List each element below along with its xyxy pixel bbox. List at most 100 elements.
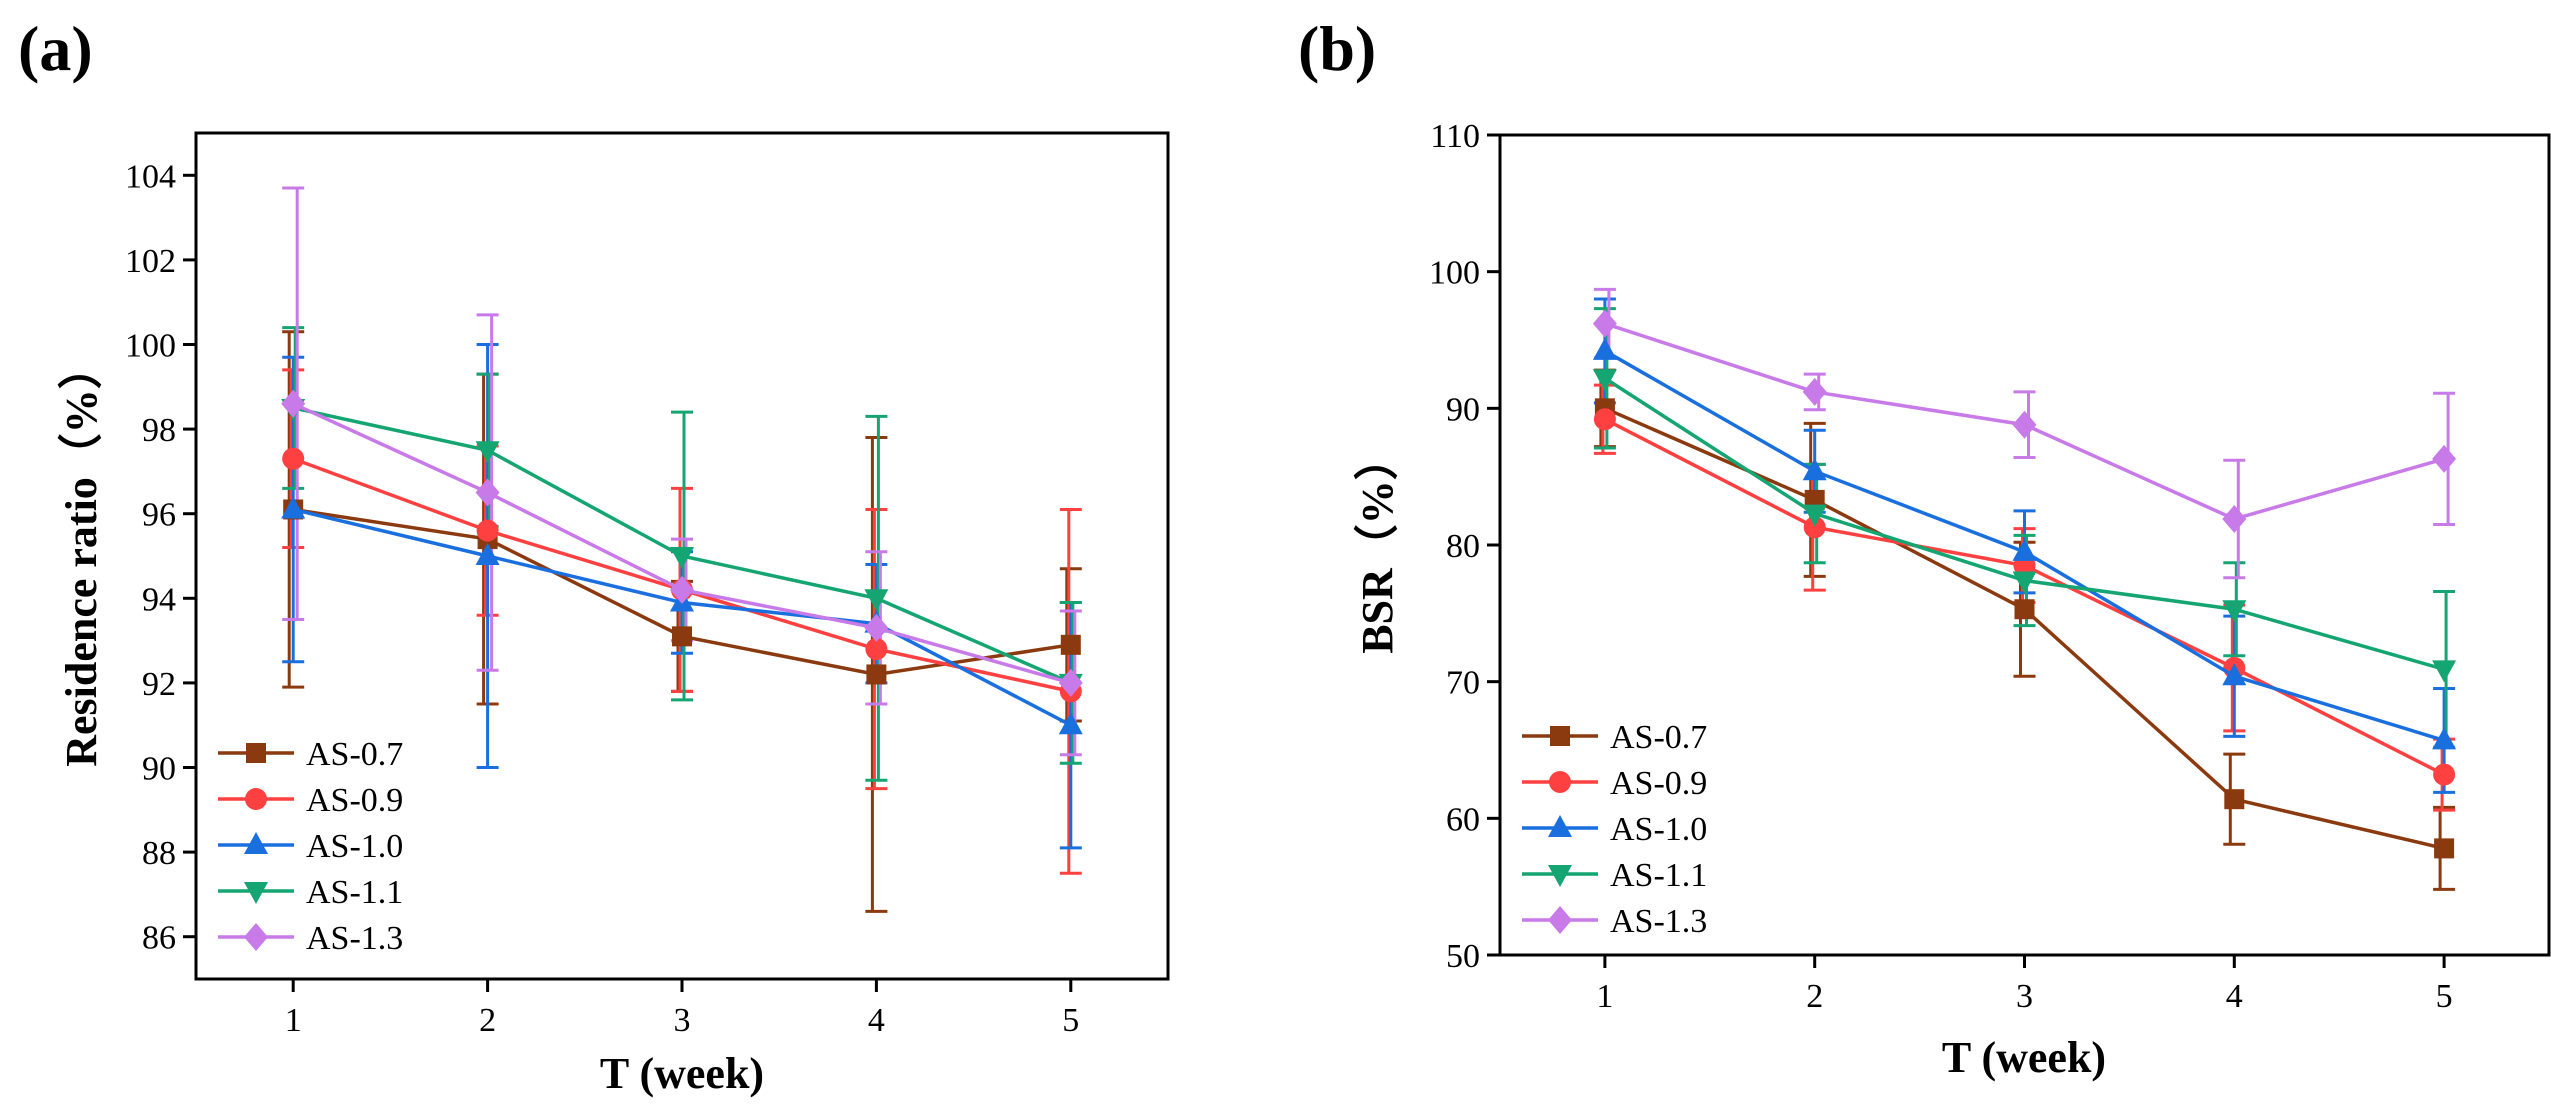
panel-a-legend-swatch-marker [244, 923, 268, 951]
panel-a-data-point [282, 447, 305, 470]
panel-b-x-axis-title: T (week) [1942, 1033, 2106, 1082]
panel-b-legend-label: AS-0.7 [1610, 719, 1707, 756]
panel-a-x-tick-label: 4 [868, 1002, 885, 1039]
panel-b-legend-item-as-13: AS-1.3 [1522, 903, 1707, 940]
panel-b-y-tick-label: 50 [1446, 938, 1480, 975]
panel-a-data-point [1058, 668, 1083, 697]
panel-a-legend-label: AS-0.7 [306, 736, 403, 773]
panel-a-legend-swatch-marker [246, 743, 266, 763]
panel-b-data-point [2012, 410, 2037, 439]
panel-b-series-as-07 [1594, 398, 2455, 859]
panel-b-series-as-13 [1592, 309, 2457, 534]
panel-b-legend-swatch-marker [1549, 771, 1571, 793]
panel-b-legend-item-as-10: AS-1.0 [1522, 811, 1707, 848]
panel-b-data-point [2432, 727, 2457, 750]
panel-a-data-point [864, 589, 889, 612]
panel-b-y-tick-label: 60 [1446, 801, 1480, 838]
panel-a-legend-item-as-11: AS-1.1 [218, 874, 403, 911]
panel-a-y-tick-label: 94 [142, 581, 176, 618]
panel-b-data-point [2433, 763, 2456, 786]
panel-b-legend-label: AS-1.1 [1610, 857, 1707, 894]
panel-a-y-tick-label: 96 [142, 497, 176, 534]
panel-a-data-point [281, 389, 306, 418]
panel-a-legend-swatch-marker [245, 788, 267, 810]
panel-b-x-tick-label: 5 [2436, 978, 2453, 1015]
panel-a-data-point [670, 575, 694, 604]
panel-b-y-tick-label: 70 [1446, 665, 1480, 702]
panel-b-data-point [1802, 504, 1827, 527]
panel-a-y-tick-label: 92 [142, 666, 176, 703]
panel-a-y-tick-label: 104 [125, 158, 176, 195]
panel-b-data-point [2222, 505, 2247, 534]
panel-b-series-line-as-09 [1604, 417, 2445, 777]
panel-a-legend-label: AS-1.0 [306, 828, 403, 865]
panel-a-legend-swatch-marker [244, 882, 268, 904]
panel-b-data-point [1592, 369, 1617, 392]
panel-b-data-point [2012, 538, 2037, 561]
panel-b-legend-label: AS-0.9 [1610, 765, 1707, 802]
panel-b-data-point [2432, 444, 2457, 473]
panel-b-x-tick-label: 1 [1596, 978, 1613, 1015]
panel-b-errorbars-as-07 [1593, 368, 2456, 891]
panel-a-x-tick-label: 1 [285, 1002, 302, 1039]
panel-a-data-point [475, 543, 500, 565]
panel-b-legend-item-as-09: AS-0.9 [1522, 765, 1707, 802]
panel-a-data-point [1058, 712, 1083, 735]
panel-a-x-tick-label: 2 [479, 1002, 496, 1039]
panel-b-data-point [1592, 337, 1617, 360]
panel-a-legend-item-as-13: AS-1.3 [218, 920, 403, 957]
panel-a-marks: 86 88 90 92 94 96 98 100 102 104 1 2 3 4 5 AS-0.7 AS-0.9… [125, 158, 1083, 1039]
panel-b-data-point [2432, 660, 2457, 683]
panel-b-x-tick-label: 3 [2016, 978, 2033, 1015]
panel-a-y-tick-label: 102 [125, 243, 176, 280]
panel-a-y-tick-label: 90 [142, 751, 176, 788]
panel-b-data-point [2222, 600, 2247, 623]
panel-b-data-point [2014, 599, 2035, 620]
panel-b-errorbars-as-09 [1593, 383, 2456, 812]
panel-b-legend-swatch-marker [1550, 726, 1570, 746]
panel-b-data-point [2224, 789, 2245, 810]
panel-b-data-point [2434, 838, 2455, 859]
panel-a-legend-swatch-marker [244, 832, 268, 854]
panel-a-y-tick-label: 86 [142, 920, 176, 957]
panel-a-y-tick-label: 100 [125, 328, 176, 365]
panel-a-data-point [281, 496, 306, 519]
panel-a-y-axis-title: Residence ratio（%） [57, 345, 106, 767]
panel-b-series-as-10 [1592, 337, 2457, 750]
panel-b-data-point [2222, 663, 2247, 686]
panel-b-data-point [1803, 516, 1826, 539]
panel-b-y-axis-title: BSR（%） [1353, 436, 1402, 654]
panel-a-series-as-13 [281, 389, 1083, 697]
panel-a-legend-item-as-07: AS-0.7 [218, 736, 403, 773]
panel-b-data-point [1802, 458, 1827, 481]
panel-b-data-point [2012, 571, 2037, 594]
panel-a-x-tick-label: 5 [1062, 1002, 1079, 1039]
panel-a-y-tick-label: 88 [142, 835, 176, 872]
panel-a-x-axis-title: T (week) [600, 1049, 764, 1098]
panel-b-series-as-09 [1593, 408, 2456, 786]
panel-a-legend-label: AS-1.3 [306, 920, 403, 957]
panel-b-y-tick-label: 80 [1446, 528, 1480, 565]
panel-b-data-point [1593, 408, 1616, 431]
panel-a-data-point [864, 613, 889, 642]
panel-b-legend-swatch-marker [1548, 865, 1572, 887]
panel-b-legend-label: AS-1.0 [1610, 811, 1707, 848]
panel-a-y-tick-label: 98 [142, 412, 176, 449]
panel-a-data-point [476, 519, 499, 542]
panel-b-legend-swatch-marker [1548, 906, 1572, 934]
panel-b-legend-swatch-marker [1548, 815, 1572, 837]
panel-b-legend-item-as-07: AS-0.7 [1522, 719, 1707, 756]
panel-a-legend-item-as-10: AS-1.0 [218, 828, 403, 865]
panel-a-data-point [672, 626, 692, 647]
panel-a-data-point [475, 441, 500, 464]
panel-b-legend-item-as-11: AS-1.1 [1522, 857, 1707, 894]
panel-b-legend: AS-0.7 AS-0.9 AS-1.0 AS-1.1 AS-1.3 [1522, 719, 1707, 940]
panel-b-legend-label: AS-1.3 [1610, 903, 1707, 940]
panel-a-x-tick-label: 3 [674, 1002, 691, 1039]
panel-a-legend-item-as-09: AS-0.9 [218, 782, 403, 819]
panel-b-y-tick-label: 90 [1446, 391, 1480, 428]
